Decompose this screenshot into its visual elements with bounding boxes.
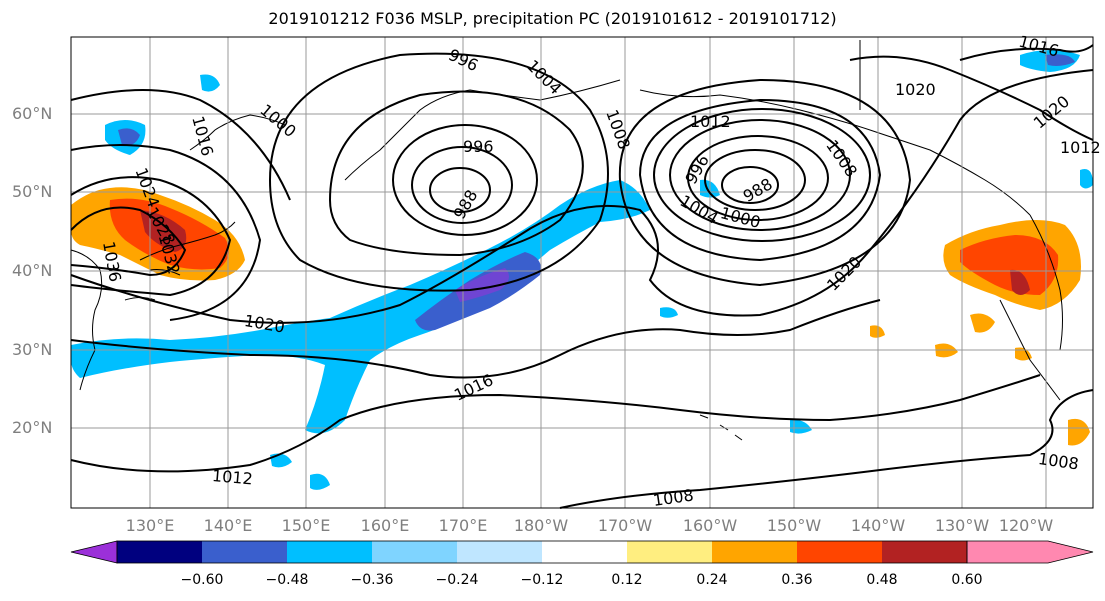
colorbar-tick-label: −0.36	[350, 572, 394, 588]
isobar-1020	[70, 69, 1094, 324]
colorbar-tick-label: −0.60	[180, 572, 224, 588]
isobar-1000-east	[669, 119, 851, 231]
colorbar-outline	[116, 540, 968, 564]
contour-label: 1012	[211, 466, 253, 488]
isobars	[70, 44, 1094, 509]
colorbar-tick-label: −0.48	[265, 572, 309, 588]
lon-label-130E: 130°E	[125, 516, 175, 535]
coast-alaska	[344, 79, 1031, 216]
colorbar-tick-label: 0.12	[611, 572, 643, 588]
isobar-1008	[559, 389, 1094, 509]
colorbar-tick-label: 0.48	[866, 572, 898, 588]
lat-label-40N: 40°N	[12, 261, 53, 280]
precip-max-california	[1010, 269, 1030, 295]
coastlines	[70, 40, 1063, 441]
colorbar-swatch	[372, 541, 457, 563]
lon-label-170W: 170°W	[597, 516, 653, 535]
coast-korea-china	[70, 249, 103, 391]
lon-label-140E: 140°E	[203, 516, 253, 535]
map-frame	[70, 36, 1094, 509]
isobar-988-east	[721, 166, 779, 204]
colorbar-tick-label: −0.12	[520, 572, 564, 588]
coast-canada	[859, 40, 1063, 351]
precip-small-5	[660, 307, 678, 318]
isobar-1016-west	[70, 89, 291, 201]
isobar-996-east	[687, 135, 829, 221]
lat-label-60N: 60°N	[12, 104, 53, 123]
map-title: 2019101212 F036 MSLP, precipitation PC (…	[268, 9, 837, 28]
colorbar-swatch	[542, 541, 627, 563]
lon-label-180W: 180°W	[513, 516, 569, 535]
lon-label-140W: 140°W	[850, 516, 906, 535]
isobar-996-west	[392, 124, 538, 236]
contour-label: 1020	[895, 80, 936, 99]
colorbar-tick-label: 0.36	[781, 572, 813, 588]
contour-label: 1012	[1060, 138, 1101, 157]
lat-label-30N: 30°N	[12, 340, 53, 359]
contour-label: 1012	[690, 112, 731, 131]
precip-negative-kamchatka-core	[118, 128, 140, 146]
colorbar-swatch	[712, 541, 797, 563]
isobar-1008-east	[638, 98, 882, 262]
isobar-1012-east	[618, 78, 912, 287]
precip-strong-california	[960, 235, 1059, 295]
lon-label-160W: 160°W	[682, 516, 738, 535]
isobar-1020-ne	[849, 55, 1094, 141]
precip-east-blue	[1080, 169, 1093, 189]
precip-pos-5	[1068, 418, 1090, 446]
isobar-1020-west	[70, 144, 262, 321]
contour-label: 996	[463, 137, 494, 156]
lat-label-20N: 20°N	[12, 418, 53, 437]
lon-label-130W: 130°W	[934, 516, 990, 535]
colorbar-swatch	[457, 541, 542, 563]
colorbar-tick-label: 0.24	[696, 572, 728, 588]
isobar-1000-west	[328, 90, 584, 257]
colorbar-swatch	[627, 541, 712, 563]
colorbar-tick-label: 0.60	[951, 572, 983, 588]
precip-max-japan	[140, 210, 187, 252]
lon-label-150W: 150°W	[766, 516, 822, 535]
precip-small-1	[200, 74, 220, 92]
colorbar-swatch	[797, 541, 882, 563]
precip-pos-1	[970, 313, 995, 333]
precip-small-3	[310, 473, 330, 490]
colorbar-swatch	[882, 541, 967, 563]
isobar-1016-ne	[959, 44, 1094, 61]
colorbar-extend-max	[966, 540, 1094, 564]
isobar-1024	[70, 176, 232, 297]
isobar-1004-east	[653, 108, 871, 242]
isobar-1012	[70, 374, 1041, 473]
lon-label-120W: 120°W	[998, 516, 1054, 535]
colorbar	[70, 540, 1094, 564]
precip-pos-3	[1015, 347, 1032, 361]
colorbar-extend-min	[70, 540, 118, 564]
isobar-1004-west	[268, 52, 609, 292]
colorbar-tick-label: −0.24	[435, 572, 479, 588]
colorbar-swatch	[202, 541, 287, 563]
precip-small-4	[790, 419, 812, 434]
lon-label-150E: 150°E	[281, 516, 331, 535]
lat-label-50N: 50°N	[12, 182, 53, 201]
colorbar-swatch	[117, 541, 202, 563]
isobar-1016	[70, 299, 881, 379]
isobar-1028	[70, 206, 187, 277]
precip-band-core-2	[455, 268, 509, 302]
coast-mexico	[999, 299, 1061, 401]
colorbar-swatch	[287, 541, 372, 563]
precip-far-ne-core	[1045, 54, 1075, 66]
map-background	[71, 37, 1093, 508]
isobar-988-west	[429, 167, 491, 213]
coast-kamchatka	[189, 114, 286, 151]
lon-label-160E: 160°E	[360, 516, 410, 535]
lon-label-170E: 170°E	[438, 516, 488, 535]
isobar-992-west	[411, 146, 513, 224]
graticule	[71, 37, 1093, 508]
isobar-992-east	[704, 149, 806, 211]
